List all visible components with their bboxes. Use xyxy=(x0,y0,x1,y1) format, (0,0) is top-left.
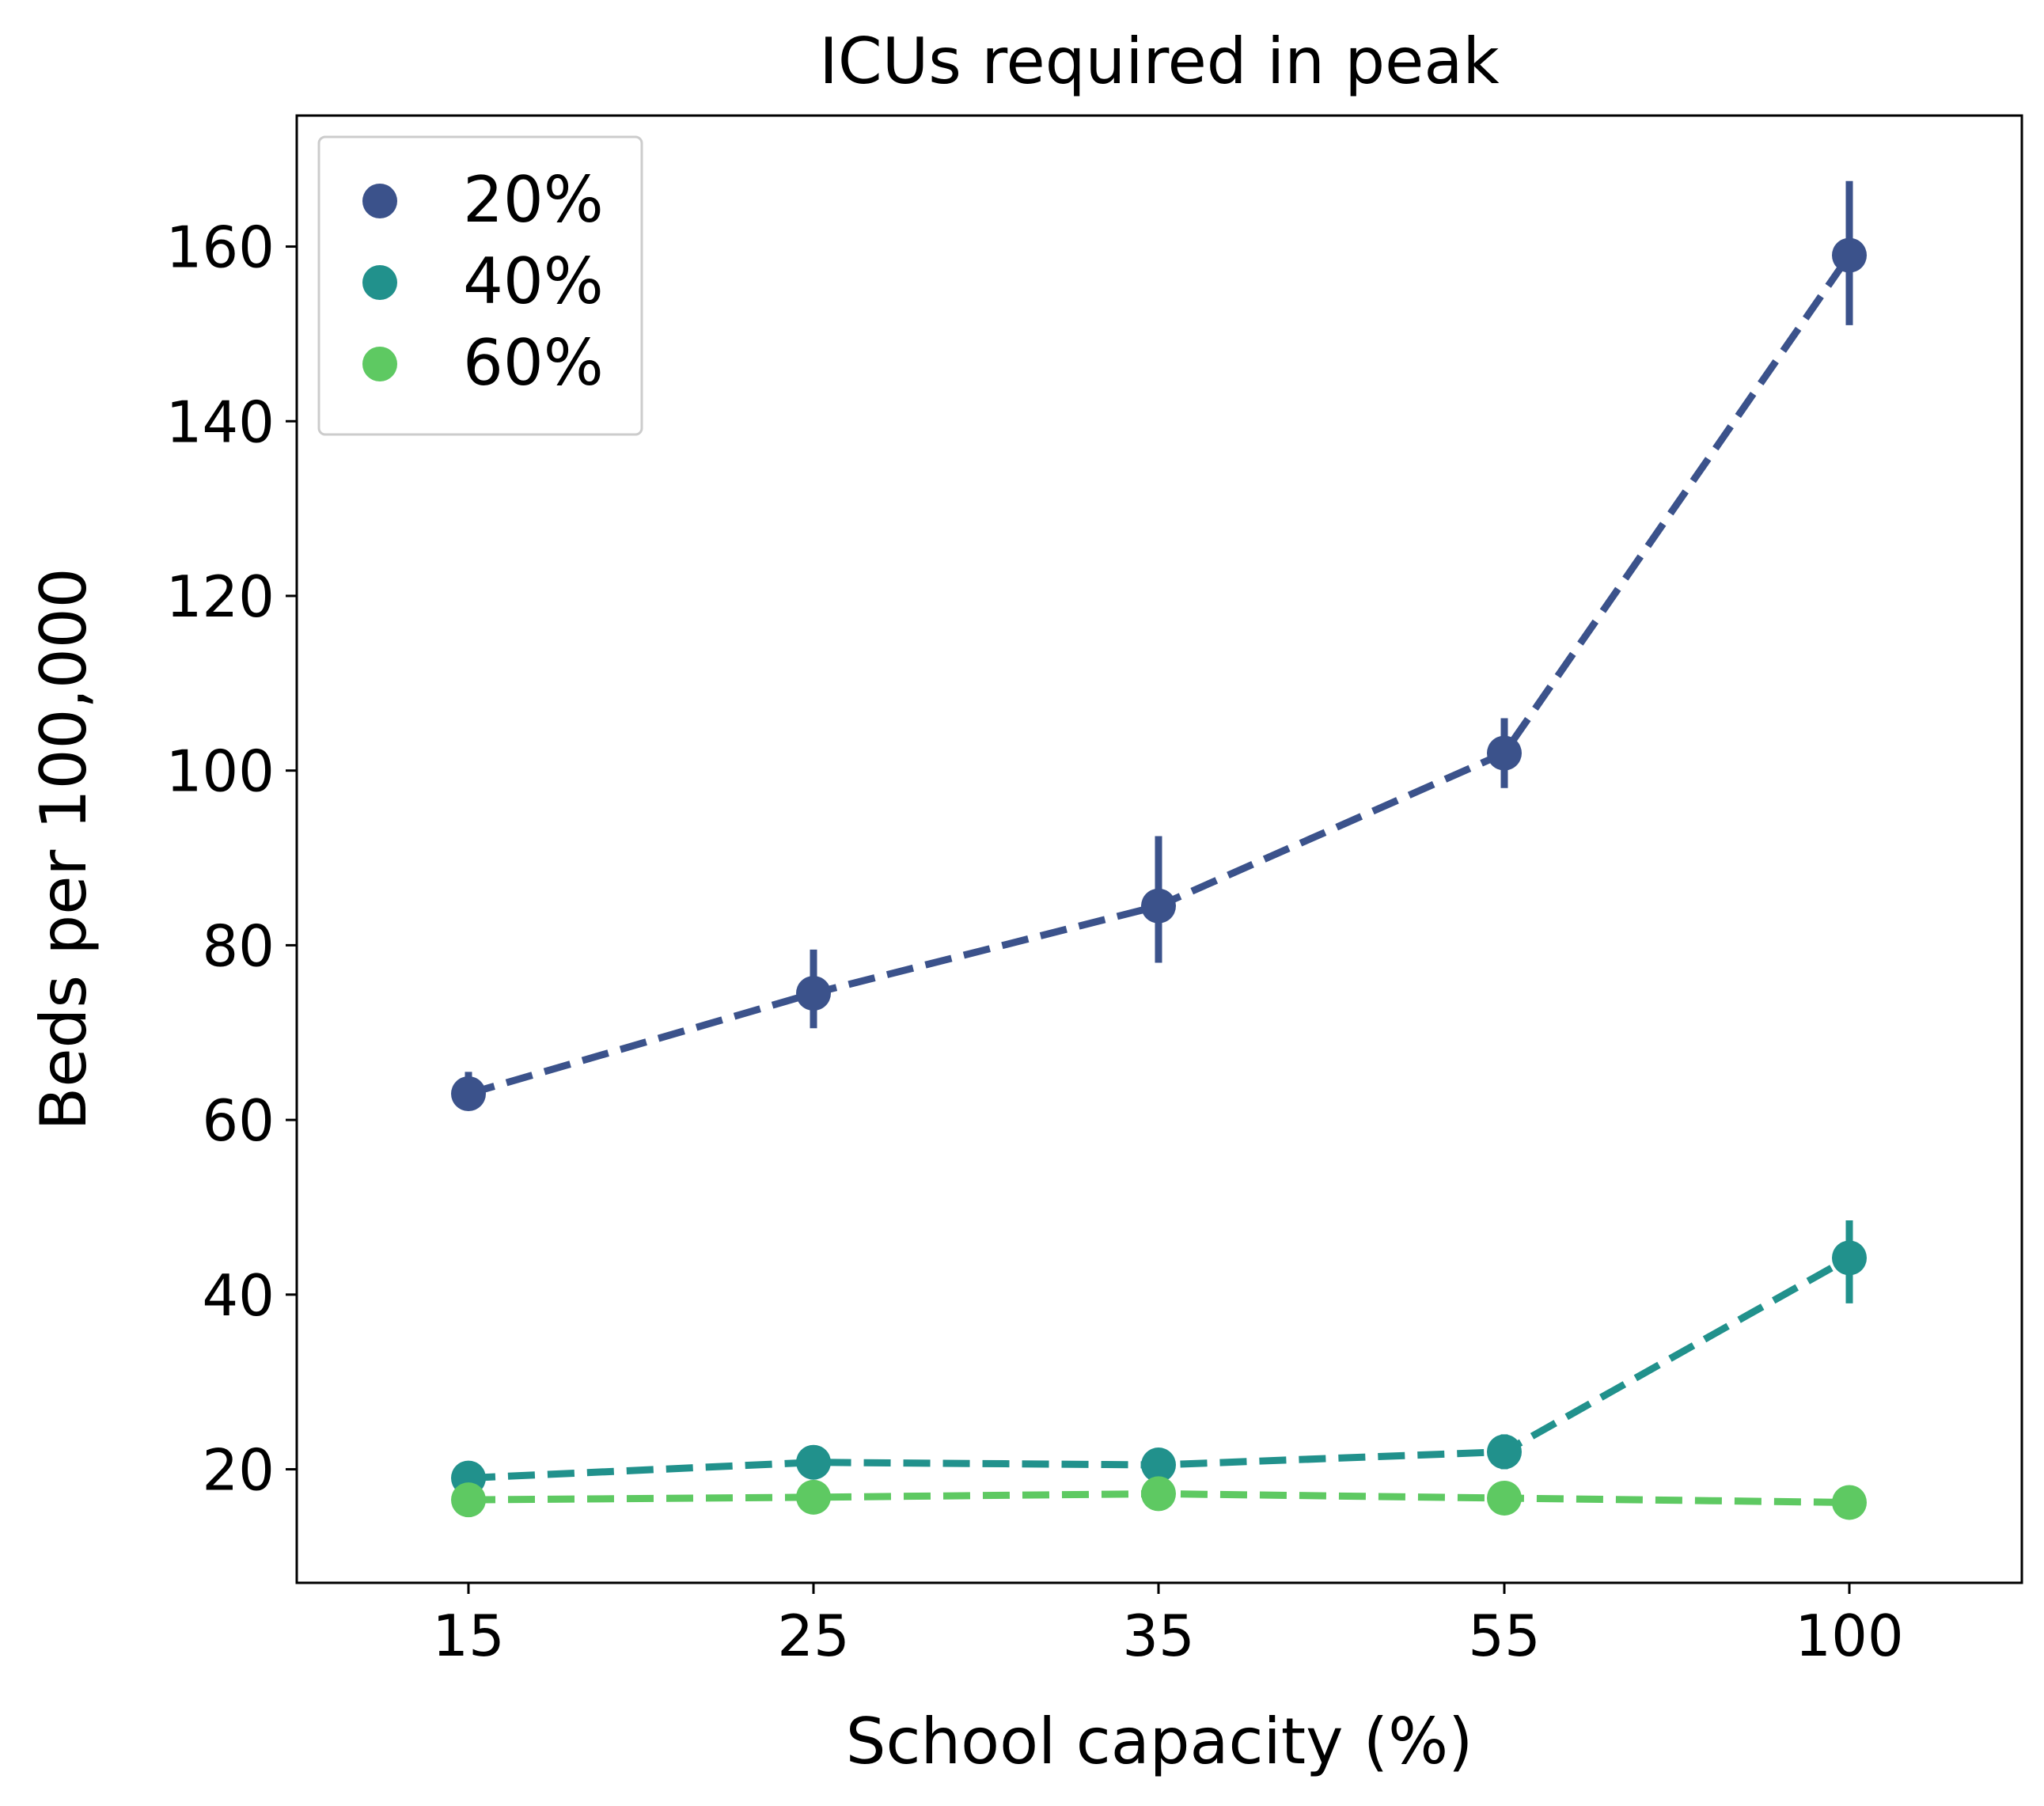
y-tick-label: 60 xyxy=(202,1087,275,1154)
data-point xyxy=(1141,888,1176,924)
legend-label: 40% xyxy=(463,245,604,318)
x-tick-label: 55 xyxy=(1468,1603,1541,1669)
y-axis: 20 40 60 80 100 120 140 160 xyxy=(166,214,297,1504)
series-line xyxy=(467,253,1852,1098)
y-tick-label: 100 xyxy=(166,738,275,805)
y-axis-label: Beds per 100,000 xyxy=(27,567,100,1130)
data-point xyxy=(796,1479,831,1515)
data-point xyxy=(1141,1476,1176,1512)
x-tick-label: 35 xyxy=(1122,1603,1195,1669)
series-line xyxy=(468,1254,1852,1482)
series-2 xyxy=(451,1476,1867,1520)
data-point xyxy=(451,1482,486,1518)
legend-box xyxy=(317,135,643,436)
data-point xyxy=(1487,1434,1522,1470)
data-point xyxy=(451,1076,486,1111)
y-tick-label: 140 xyxy=(166,389,275,455)
x-tick-label: 100 xyxy=(1795,1603,1903,1669)
y-tick-label: 160 xyxy=(166,214,275,281)
data-point xyxy=(796,976,831,1011)
x-tick-label: 25 xyxy=(777,1603,850,1669)
x-axis: 15 25 35 55 100 xyxy=(432,1583,1904,1669)
chart-title: ICUs required in peak xyxy=(819,25,1500,98)
legend-label: 60% xyxy=(463,326,604,400)
data-point xyxy=(796,1444,831,1480)
series-1 xyxy=(451,1220,1867,1496)
legend-marker xyxy=(362,265,397,300)
y-tick-label: 20 xyxy=(202,1437,275,1504)
data-point xyxy=(1487,735,1522,771)
y-tick-label: 80 xyxy=(202,912,275,979)
data-point xyxy=(1832,1240,1867,1276)
legend-marker xyxy=(362,184,397,218)
y-tick-label: 120 xyxy=(166,563,275,630)
data-point xyxy=(1832,237,1867,273)
legend-label: 20% xyxy=(463,163,604,237)
data-point xyxy=(1487,1480,1522,1516)
x-axis-label: School capacity (%) xyxy=(846,1705,1473,1778)
legend: 20% 40% 60% xyxy=(317,135,643,436)
data-point xyxy=(1832,1485,1867,1520)
plot-area xyxy=(451,180,1867,1520)
legend-marker xyxy=(362,347,397,381)
series-0 xyxy=(451,180,1867,1111)
data-point xyxy=(1141,1447,1176,1483)
y-tick-label: 40 xyxy=(202,1262,275,1329)
x-tick-label: 15 xyxy=(432,1603,505,1669)
